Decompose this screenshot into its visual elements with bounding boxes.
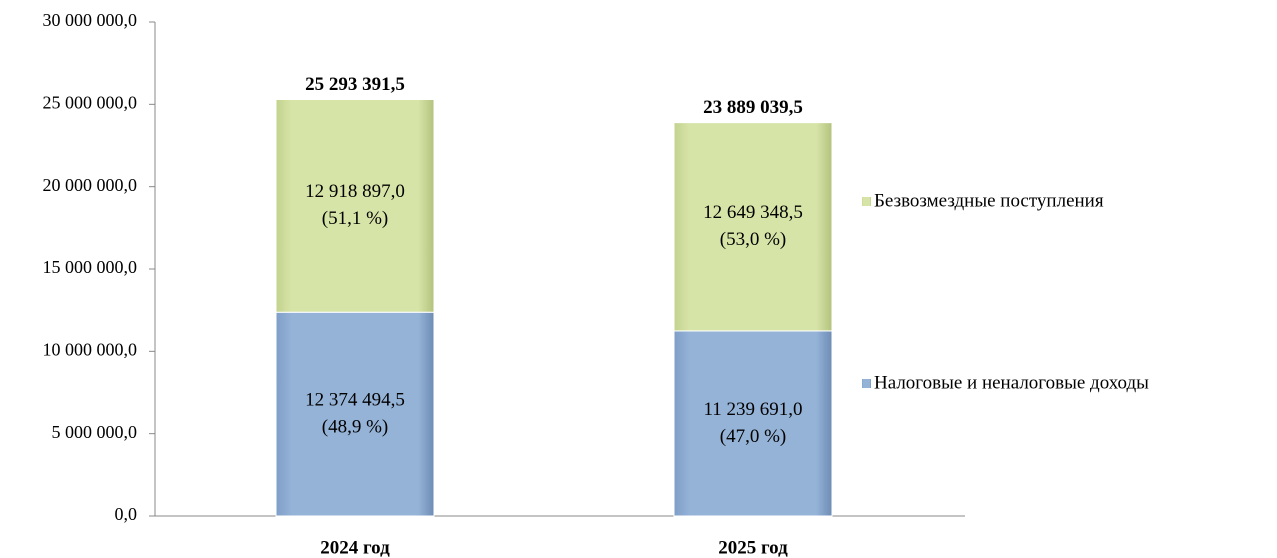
legend-swatch — [862, 379, 871, 388]
share-label: (48,9 %) — [322, 416, 388, 437]
bar-segment — [673, 330, 833, 517]
x-tick-label: 2024 год — [320, 537, 390, 558]
bar-segment — [275, 311, 435, 517]
total-label: 23 889 039,5 — [703, 97, 803, 118]
value-label: 12 374 494,5 — [305, 389, 405, 410]
y-tick-label: 10 000 000,0 — [43, 339, 138, 359]
share-label: (53,0 %) — [720, 229, 786, 250]
legend-label: Налоговые и неналоговые доходы — [874, 372, 1149, 393]
bar-segment — [673, 122, 833, 332]
x-tick-label: 2025 год — [718, 537, 788, 558]
y-tick-label: 5 000 000,0 — [52, 422, 138, 442]
total-label: 25 293 391,5 — [305, 74, 405, 95]
y-tick-label: 20 000 000,0 — [43, 175, 138, 195]
value-label: 12 649 348,5 — [703, 202, 803, 223]
share-label: (47,0 %) — [720, 426, 786, 447]
legend-swatch — [862, 197, 871, 206]
y-tick-label: 0,0 — [115, 504, 138, 524]
value-label: 11 239 691,0 — [703, 399, 802, 420]
share-label: (51,1 %) — [322, 208, 388, 229]
y-tick-label: 15 000 000,0 — [43, 257, 138, 277]
legend-label: Безвозмездные поступления — [874, 190, 1104, 211]
value-label: 12 918 897,0 — [305, 181, 405, 202]
y-tick-label: 30 000 000,0 — [43, 10, 138, 30]
bar-segment — [275, 99, 435, 313]
y-tick-label: 25 000 000,0 — [43, 92, 138, 112]
